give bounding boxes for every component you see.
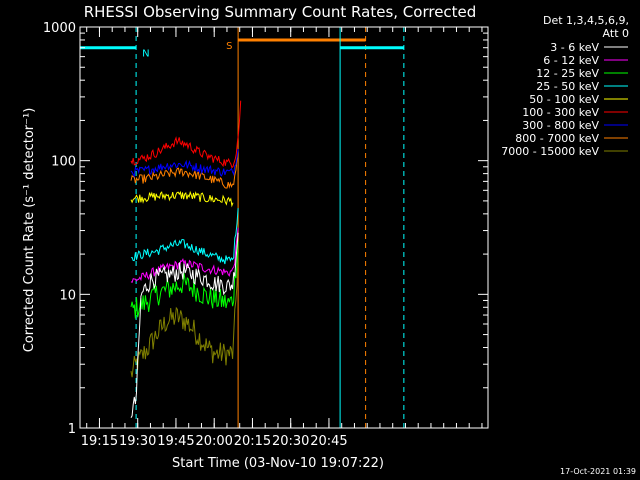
x-tick-label: 19:45	[157, 434, 194, 449]
legend-label: 6 - 12 keV	[543, 54, 599, 67]
footer-date: 17-Oct-2021 01:39	[560, 467, 636, 476]
legend-entry: 300 - 800 keV	[522, 119, 628, 132]
plot-area: NS	[79, 27, 405, 428]
legend-label: 7000 - 15000 keV	[501, 145, 599, 158]
plot-frame	[79, 26, 489, 429]
chart-title: RHESSI Observing Summary Count Rates, Co…	[84, 3, 477, 21]
legend-entry: 100 - 300 keV	[522, 106, 628, 119]
legend-entry: 6 - 12 keV	[543, 54, 628, 67]
legend-label: 12 - 25 keV	[536, 67, 599, 80]
series-line-3	[130, 208, 239, 265]
series-line-6	[130, 149, 239, 178]
series-line-7	[130, 157, 239, 189]
annotation-label: S	[226, 41, 232, 52]
legend-label: 50 - 100 keV	[529, 93, 599, 106]
legend-label: 25 - 50 keV	[536, 80, 599, 93]
legend-entry: 800 - 7000 keV	[515, 132, 628, 145]
annotation-label: N	[142, 49, 149, 60]
y-tick-label: 100	[51, 155, 76, 170]
x-tick-label: 19:15	[81, 434, 118, 449]
legend-entry: 7000 - 15000 keV	[501, 145, 628, 158]
annotation-0: N	[79, 27, 150, 428]
series-line-0	[130, 232, 239, 418]
x-axis-label: Start Time (03-Nov-10 19:07:22)	[172, 456, 384, 471]
series-line-2	[130, 241, 239, 319]
series-line-4	[130, 190, 234, 208]
x-tick-label: 20:00	[195, 434, 232, 449]
x-tick-label: 20:30	[272, 434, 309, 449]
legend-header: Det 1,3,4,5,6,9,	[543, 14, 629, 27]
series-line-5	[130, 100, 242, 169]
y-tick-label: 1000	[43, 21, 76, 36]
series-line-8	[130, 252, 239, 378]
axes: 1 10 100 1000 19:15 19:30 19:45 20:00 20:15 20:30…	[43, 21, 489, 449]
annotation-2	[339, 27, 405, 428]
x-tick-label: 19:30	[119, 434, 156, 449]
legend-header: Att 0	[603, 27, 629, 40]
y-axis-label: Corrected Count Rate (s⁻¹ detector⁻¹)	[22, 108, 37, 353]
x-tick-label: 20:45	[310, 434, 347, 449]
legend-entry: 25 - 50 keV	[536, 80, 628, 93]
legend-label: 3 - 6 keV	[550, 41, 599, 54]
y-tick-label: 10	[59, 288, 76, 303]
legend-entry: 12 - 25 keV	[536, 67, 628, 80]
legend-entry: 3 - 6 keV	[550, 41, 628, 54]
legend-label: 100 - 300 keV	[522, 106, 599, 119]
legend-label: 300 - 800 keV	[522, 119, 599, 132]
series-line-1	[130, 227, 239, 284]
annotation-1: S	[226, 27, 367, 428]
y-tick-label: 1	[68, 422, 76, 437]
legend-entry: 50 - 100 keV	[529, 93, 628, 106]
x-tick-label: 20:15	[234, 434, 271, 449]
legend-label: 800 - 7000 keV	[515, 132, 599, 145]
